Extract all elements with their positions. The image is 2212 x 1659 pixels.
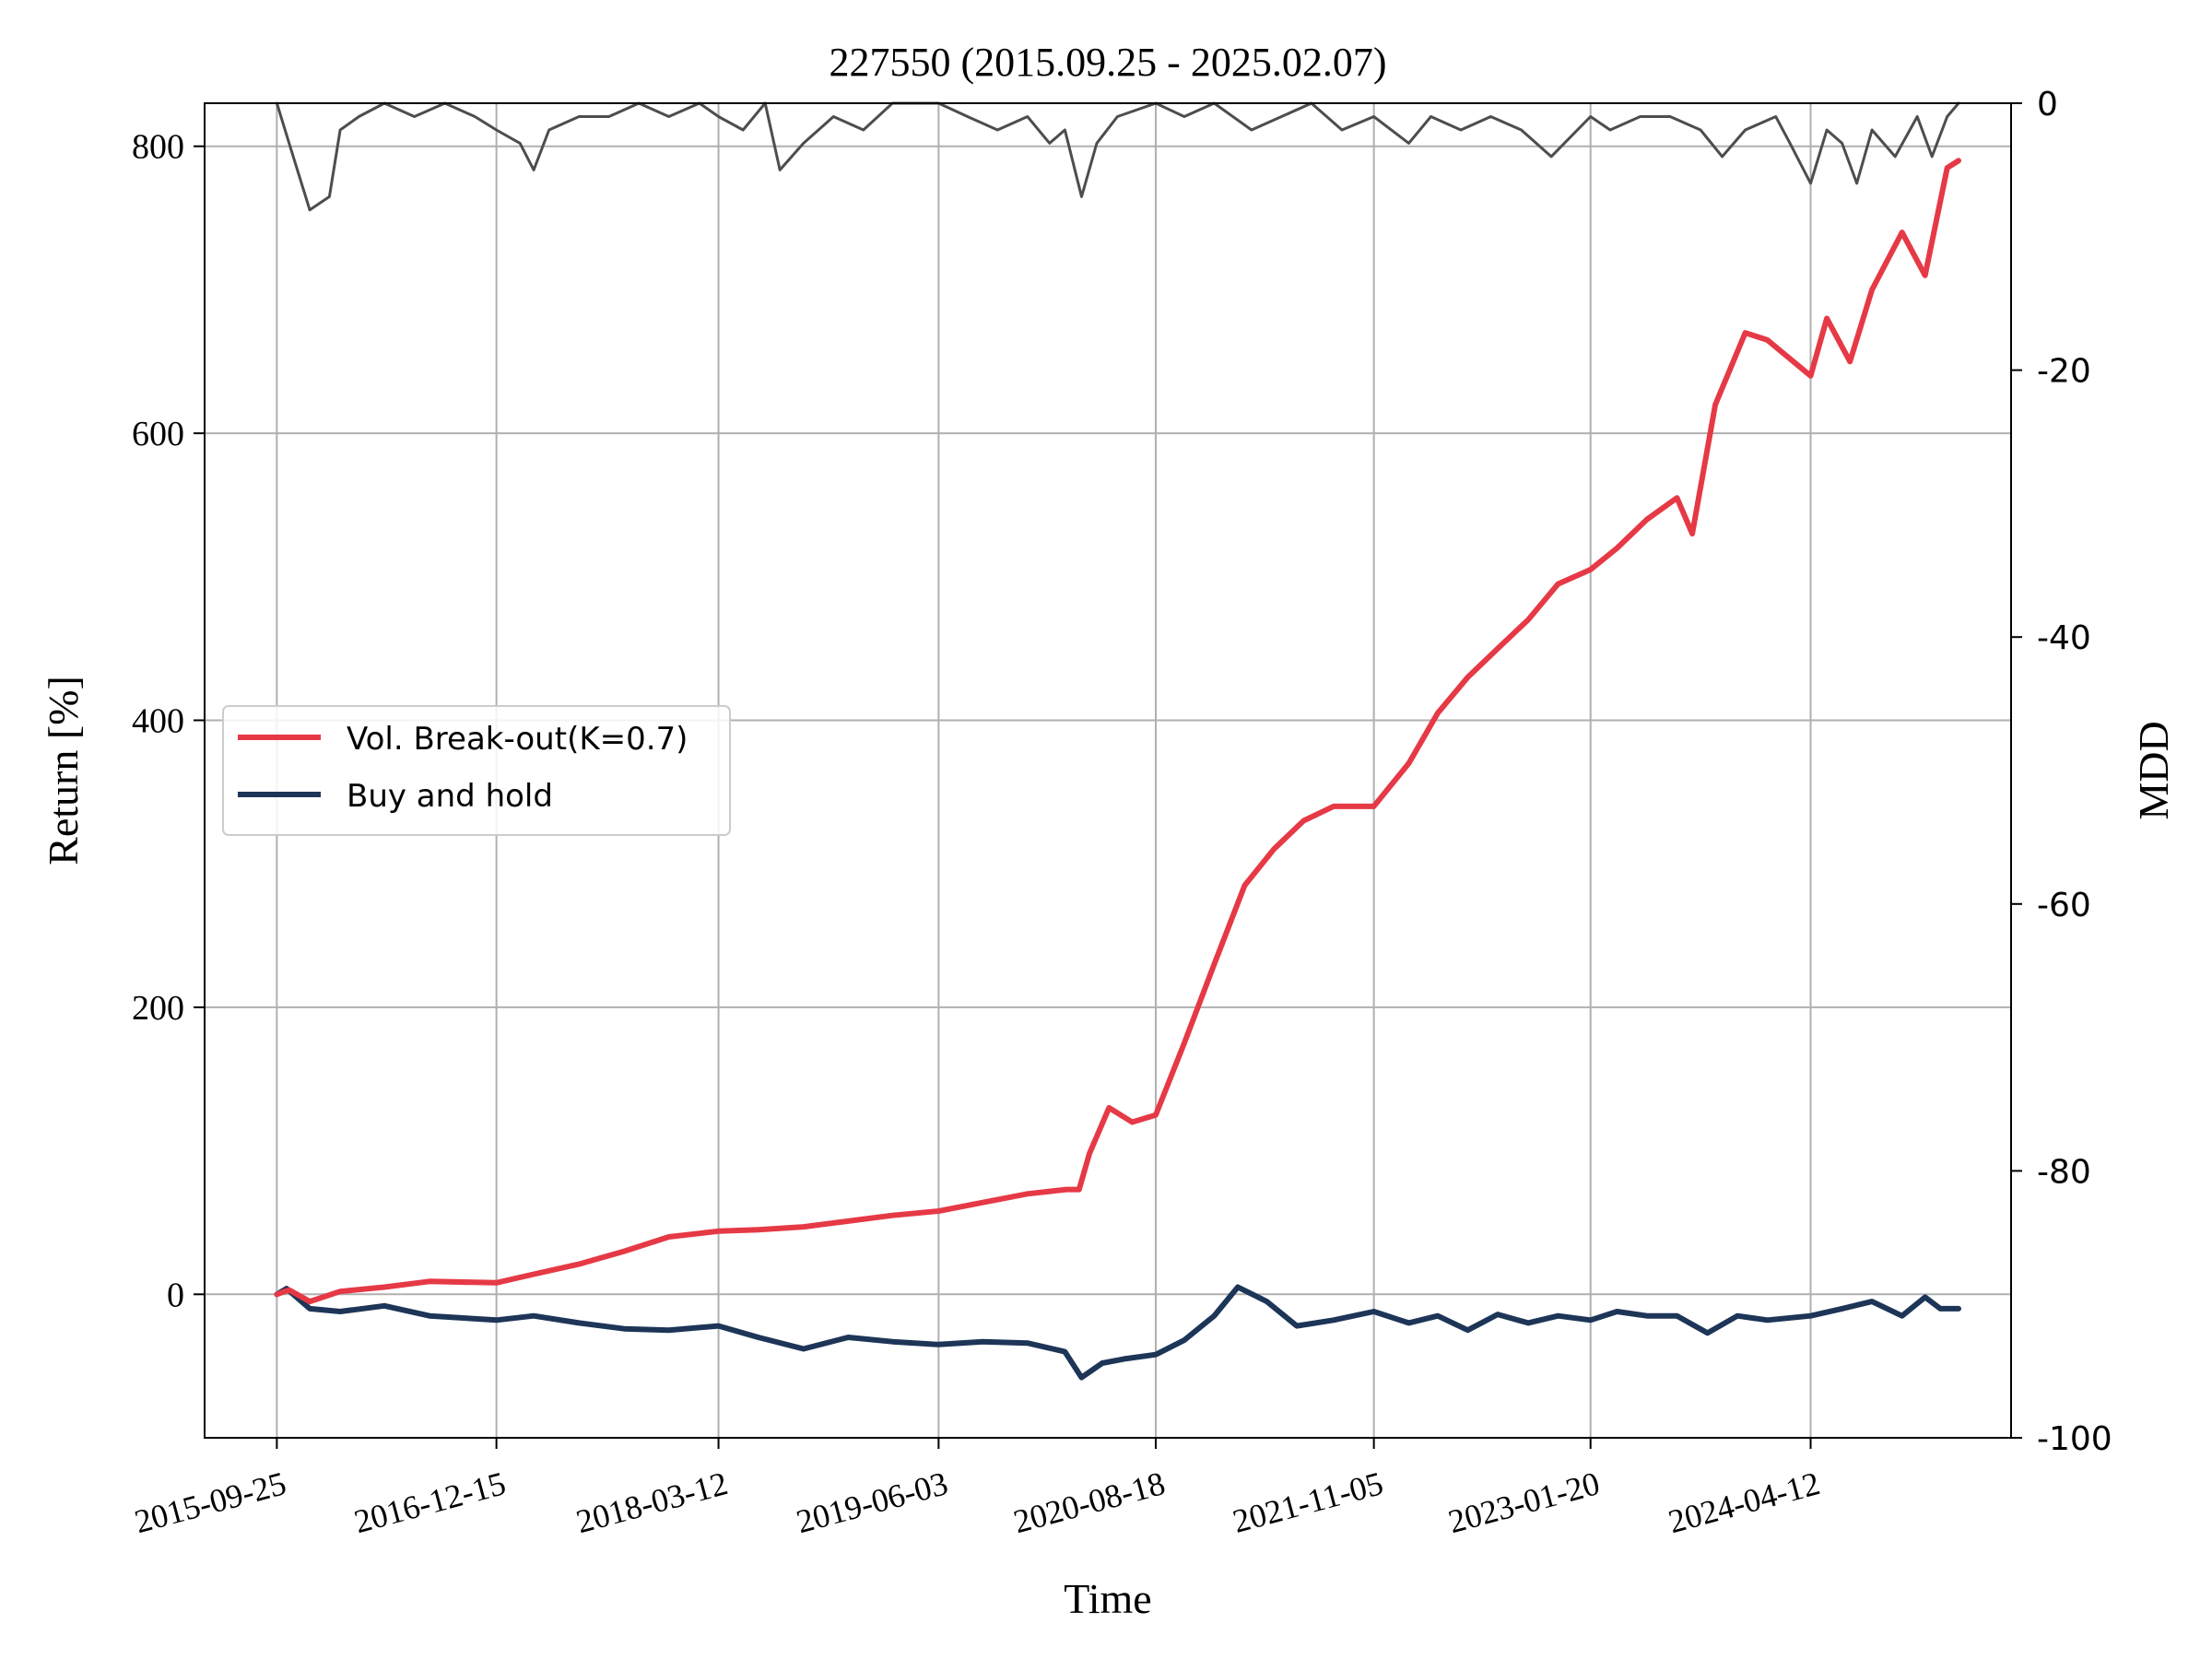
y2-tick-label: -80 — [2037, 1153, 2091, 1191]
y2-tick-label: -40 — [2037, 619, 2091, 657]
chart-title: 227550 (2015.09.25 - 2025.02.07) — [830, 40, 1387, 85]
buy-and-hold-line — [274, 1284, 1961, 1381]
plot-frame — [204, 102, 2012, 1439]
y-axis-label: Return [%] — [40, 676, 87, 865]
y2-axis-label: MDD — [2130, 721, 2177, 819]
legend: Vol. Break-out(K=0.7) Buy and hold — [222, 705, 731, 836]
legend-box — [222, 705, 731, 836]
y2-tick-label: -60 — [2037, 887, 2091, 924]
x-axis-label: Time — [1064, 1575, 1151, 1622]
y-tick-label: 0 — [167, 1276, 184, 1314]
y-tick-label: 800 — [132, 128, 184, 167]
y-tick-label: 400 — [132, 702, 184, 741]
y-tick-label: 200 — [132, 989, 184, 1028]
mdd-line — [275, 101, 1960, 212]
legend-label-vol-breakout: Vol. Break-out(K=0.7) — [347, 721, 688, 758]
vol-breakout-line — [274, 158, 1961, 1305]
y2-tick-label: 0 — [2037, 86, 2058, 124]
legend-label-buy-and-hold: Buy and hold — [347, 778, 553, 815]
series-layer — [274, 101, 1961, 1381]
y2-tick-label: -20 — [2037, 353, 2091, 391]
y-tick-label: 600 — [132, 415, 184, 453]
y2-tick-label: -100 — [2037, 1420, 2112, 1458]
